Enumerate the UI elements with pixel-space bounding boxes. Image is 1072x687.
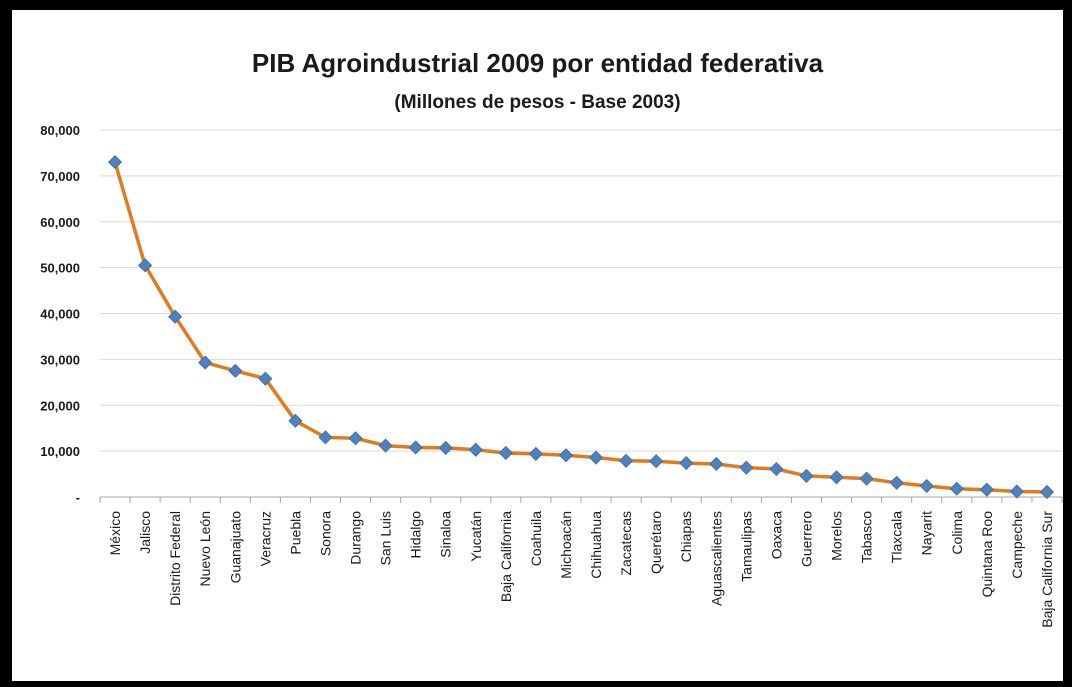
x-tick-label: México [107,511,123,556]
data-point-marker [438,440,453,455]
x-tick-label: Distrito Federal [167,511,183,606]
data-point-marker [649,454,664,469]
data-point-marker [769,461,784,477]
data-point-marker [709,456,724,472]
x-tick-label: Nayarit [919,511,935,555]
x-tick-label: Aguascalientes [708,511,724,606]
data-point-marker [1039,484,1055,500]
x-tick-label: Hidalgo [408,511,424,559]
y-tick-label: 50,000 [40,261,80,276]
x-tick-label: Colima [949,511,965,555]
y-tick-label: 70,000 [40,169,80,184]
y-tick-label: 40,000 [40,307,80,322]
x-tick-label: Jalisco [137,511,153,554]
data-point-marker [829,470,844,485]
x-tick-label: Yucatán [468,511,484,562]
x-tick-label: San Luis [378,511,394,565]
y-tick-label: 30,000 [40,352,80,367]
data-point-marker [1009,484,1024,499]
x-tick-label: Veracruz [257,511,273,566]
data-point-marker [348,431,363,446]
y-tick-label: 60,000 [40,215,80,230]
data-point-marker [919,478,934,494]
x-tick-label: Tlaxcala [889,511,905,563]
data-point-marker [588,450,604,465]
x-tick-label: Campeche [1009,511,1025,579]
data-point-marker [258,371,273,386]
data-point-marker [528,446,543,461]
data-point-marker [889,475,904,490]
data-point-marker [859,471,874,486]
x-tick-label: Guerrero [798,511,814,567]
x-tick-label: Oaxaca [768,511,784,559]
y-tick-label: 80,000 [40,123,80,138]
data-point-marker [228,363,243,378]
x-tick-label: Baja California [498,511,514,602]
x-tick-label: Puebla [287,511,303,555]
data-point-marker [378,438,393,453]
x-tick-label: Guanajuato [227,511,243,584]
x-tick-label: Sonora [317,511,333,556]
x-tick-label: Baja California Sur [1039,511,1055,628]
x-tick-label: Zacatecas [618,511,634,576]
data-point-marker [138,258,153,273]
data-point-marker [198,355,213,370]
data-point-marker [619,453,634,468]
y-tick-label: - [76,490,80,505]
chart-subtitle: (Millones de pesos - Base 2003) [394,92,681,113]
data-point-marker [318,430,333,445]
data-point-marker [288,413,303,428]
y-tick-label: 20,000 [40,398,80,413]
data-point-marker [168,309,183,324]
series-line [113,161,1048,494]
y-tick-label: 10,000 [40,444,80,459]
x-tick-label: Quintana Roo [979,511,995,598]
data-point-marker [468,442,483,457]
x-tick-label: Chiapas [678,511,694,562]
data-point-marker [107,155,123,170]
data-point-marker [949,481,964,496]
data-point-marker [739,460,754,475]
data-point-marker [558,448,574,463]
data-point-marker [498,445,513,461]
x-tick-label: Chihuahua [588,511,604,579]
x-tick-label: Sinaloa [438,511,454,558]
x-tick-label: Durango [348,511,364,565]
x-tick-label: Coahuila [528,511,544,566]
x-tick-label: Michoacán [558,511,574,579]
data-point-marker [979,482,994,497]
x-tick-label: Morelos [829,511,845,561]
x-tick-label: Nuevo León [197,511,213,587]
x-tick-label: Tabasco [859,511,875,563]
data-point-marker [679,455,694,471]
chart-title: PIB Agroindustrial 2009 por entidad fede… [251,48,824,78]
x-tick-label: Querétaro [648,511,664,574]
data-point-marker [408,440,423,455]
x-tick-label: Tamaulipas [738,511,754,582]
data-point-marker [799,468,814,483]
